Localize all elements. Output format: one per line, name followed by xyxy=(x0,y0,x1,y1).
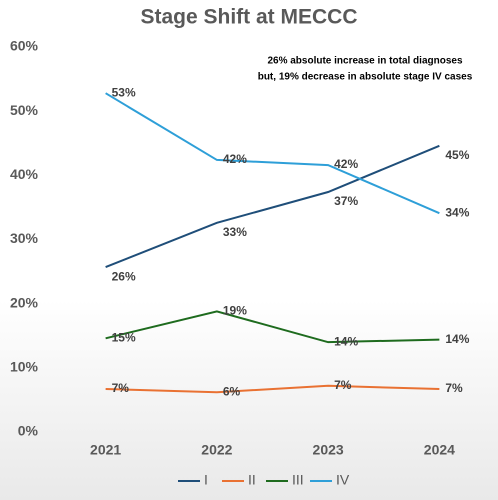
data-label: 45% xyxy=(445,148,469,162)
line xyxy=(105,384,440,394)
data-label: 15% xyxy=(112,330,136,344)
y-tick-label: 20% xyxy=(10,294,39,310)
data-label: 7% xyxy=(112,381,130,395)
data-label: 33% xyxy=(223,225,247,239)
annotation: but, 19% decrease in absolute stage IV c… xyxy=(258,72,473,83)
data-label: 42% xyxy=(334,157,358,171)
data-label: 42% xyxy=(223,152,247,166)
data-label: 14% xyxy=(445,332,469,346)
y-tick-label: 0% xyxy=(18,423,39,439)
data-label: 6% xyxy=(223,384,241,398)
data-label: 26% xyxy=(112,269,136,283)
line xyxy=(105,144,440,269)
chart-title: Stage Shift at MECCC xyxy=(140,6,357,29)
x-tick-label: 2023 xyxy=(313,442,344,458)
data-label: 14% xyxy=(334,334,358,348)
legend-label: II xyxy=(248,472,256,488)
x-tick-label: 2022 xyxy=(201,442,232,458)
data-label: 19% xyxy=(223,304,247,318)
x-tick-label: 2021 xyxy=(90,442,121,458)
x-tick-label: 2024 xyxy=(424,442,455,458)
data-label: 34% xyxy=(445,205,469,219)
annotation: 26% absolute increase in total diagnoses xyxy=(267,56,463,67)
line xyxy=(105,310,440,344)
legend-label: IV xyxy=(336,472,350,488)
y-tick-label: 50% xyxy=(10,102,39,118)
legend-label: III xyxy=(292,472,304,488)
data-label: 53% xyxy=(112,85,136,99)
y-tick-label: 30% xyxy=(10,230,39,246)
y-tick-label: 60% xyxy=(10,38,39,54)
y-tick-label: 40% xyxy=(10,166,39,182)
data-label: 7% xyxy=(334,378,352,392)
y-tick-label: 10% xyxy=(10,359,39,375)
data-label: 7% xyxy=(445,381,463,395)
data-label: 37% xyxy=(334,194,358,208)
legend-label: I xyxy=(204,472,208,488)
line xyxy=(105,92,440,215)
